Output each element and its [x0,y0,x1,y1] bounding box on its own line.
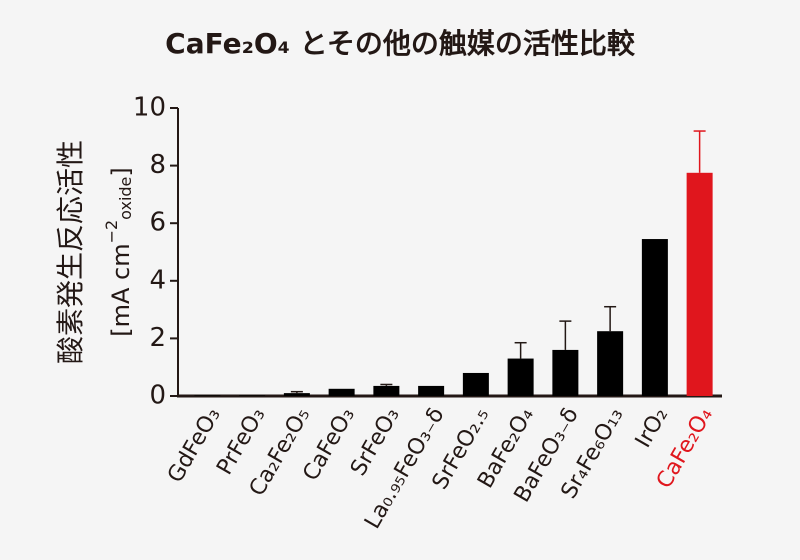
y-axis-label: 酸素発生反応活性 [54,140,87,364]
bar [239,395,266,396]
bar [328,388,355,396]
unit-part: [mA cm [107,243,135,336]
y-tick-label: 4 [149,265,166,295]
bar [552,349,579,396]
y-tick-label: 10 [133,93,166,123]
bar [686,172,713,396]
bar [641,239,668,396]
bar [507,358,534,396]
bar [418,385,445,396]
bar [283,393,310,396]
y-tick-label: 0 [149,381,166,411]
x-tick-label: GdFeO₃ [163,404,226,488]
y-axis-unit: [mA cm−2oxide] [102,167,136,337]
chart-title: CaFe₂O₄ とその他の触媒の活性比較 [165,27,636,60]
unit-part: −2 [102,220,121,244]
x-tick-label: IrO₂ [631,404,673,453]
unit-part: ] [107,167,135,176]
unit-part: oxide [116,177,135,220]
bar [462,372,489,396]
bar [597,331,624,396]
bar [373,385,400,396]
y-tick-label: 2 [149,323,166,353]
y-tick-label: 8 [149,150,166,180]
y-tick-label: 6 [149,208,166,238]
bar [194,395,221,396]
